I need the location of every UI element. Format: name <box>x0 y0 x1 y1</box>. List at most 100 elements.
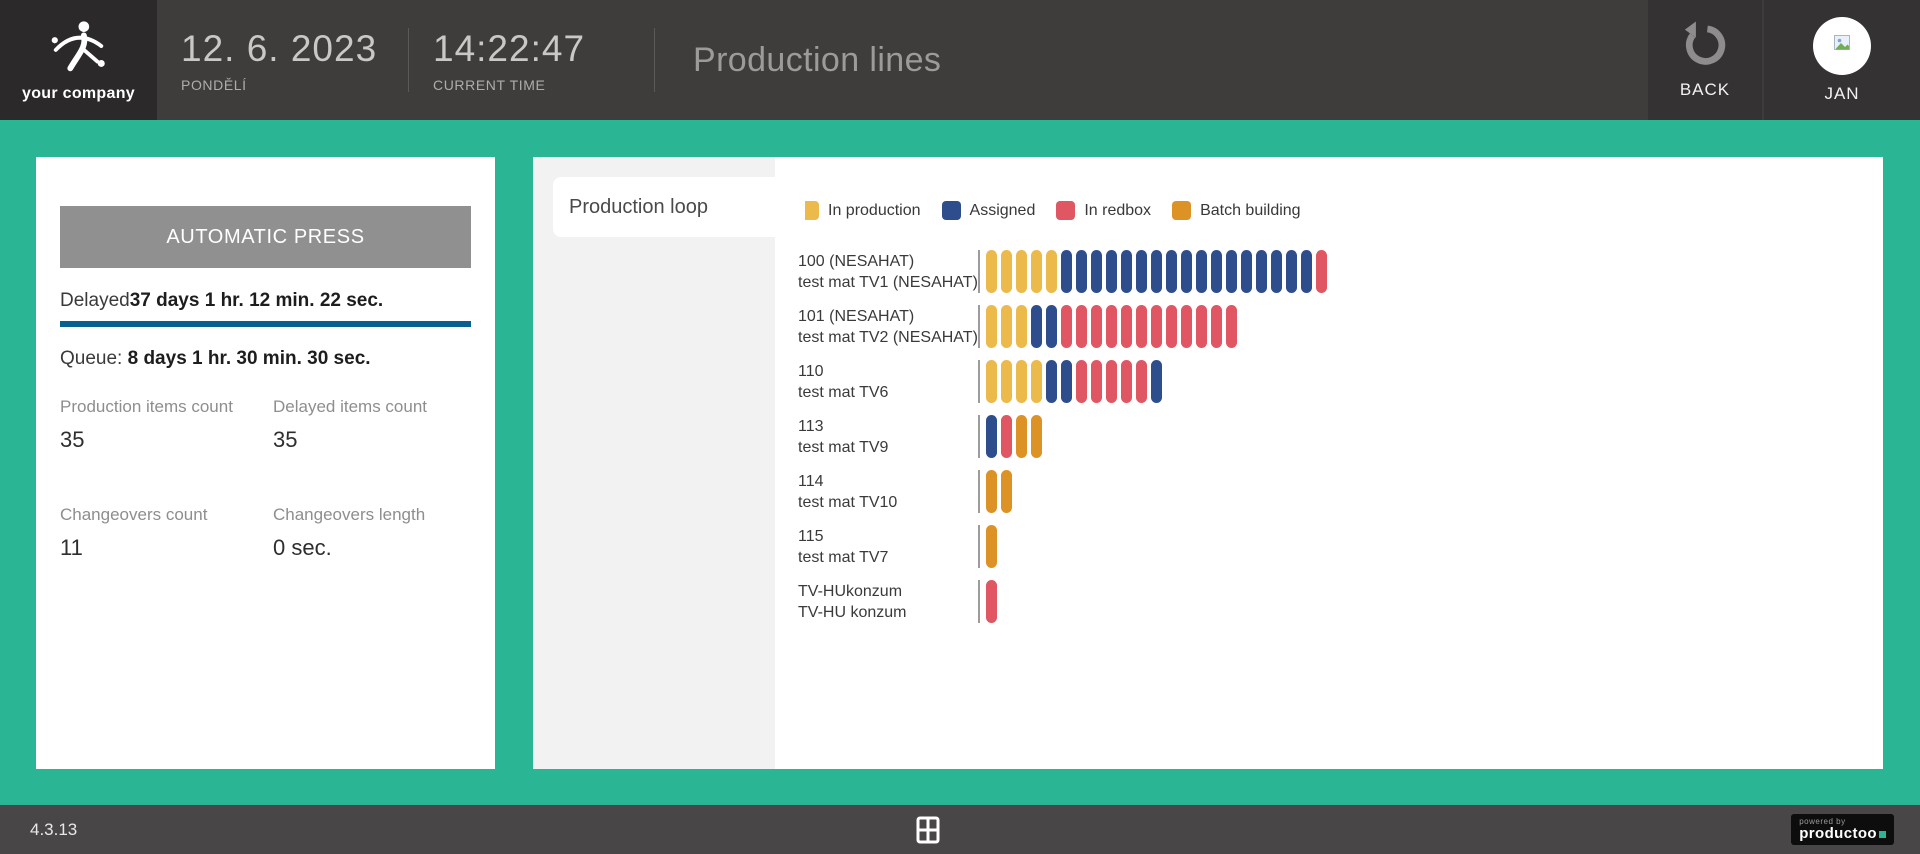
pill-in_production[interactable] <box>986 305 997 348</box>
pill-in_redbox[interactable] <box>1166 305 1177 348</box>
pill-assigned[interactable] <box>1241 250 1252 293</box>
pill-in_redbox[interactable] <box>1151 305 1162 348</box>
pill-in_redbox[interactable] <box>1076 360 1087 403</box>
pill-in_production[interactable] <box>1001 250 1012 293</box>
pill-assigned[interactable] <box>1061 360 1072 403</box>
pill-assigned[interactable] <box>1256 250 1267 293</box>
pill-assigned[interactable] <box>1121 250 1132 293</box>
stat-changeovers-length: Changeovers length 0 sec. <box>273 505 426 560</box>
pill-assigned[interactable] <box>1301 250 1312 293</box>
chart-rows: 100 (NESAHAT) test mat TV1 (NESAHAT) 101 (… <box>798 250 1327 635</box>
pill-in_redbox[interactable] <box>1136 305 1147 348</box>
row-label: 115 test mat TV7 <box>798 525 978 568</box>
machine-button[interactable]: AUTOMATIC PRESS <box>60 206 471 268</box>
row-label: 113 test mat TV9 <box>798 415 978 458</box>
pill-in_redbox[interactable] <box>1091 360 1102 403</box>
pill-assigned[interactable] <box>1181 250 1192 293</box>
queue-value: 8 days 1 hr. 30 min. 30 sec. <box>127 348 371 369</box>
pill-assigned[interactable] <box>1031 305 1042 348</box>
pill-in_redbox[interactable] <box>1106 305 1117 348</box>
production-panel: Production loop In production Assigned In … <box>533 157 1883 769</box>
pill-batch_building[interactable] <box>1016 415 1027 458</box>
pill-in_redbox[interactable] <box>1316 250 1327 293</box>
pill-assigned[interactable] <box>1151 250 1162 293</box>
pill-assigned[interactable] <box>1166 250 1177 293</box>
pill-assigned[interactable] <box>1106 250 1117 293</box>
pill-in_redbox[interactable] <box>1226 305 1237 348</box>
legend-item-in_production: In production <box>800 201 921 220</box>
row-code: 113 <box>798 418 824 435</box>
pill-in_redbox[interactable] <box>1181 305 1192 348</box>
row-label: 114 test mat TV10 <box>798 470 978 513</box>
page-title: Production lines <box>693 40 942 79</box>
pill-assigned[interactable] <box>1091 250 1102 293</box>
pill-assigned[interactable] <box>1136 250 1147 293</box>
powered-by-label: powered by <box>1799 817 1846 826</box>
pill-assigned[interactable] <box>1061 250 1072 293</box>
row-code: 101 (NESAHAT) <box>798 308 915 325</box>
pill-batch_building[interactable] <box>986 525 997 568</box>
stat-production-items: Production items count 35 <box>60 397 233 452</box>
pill-in_redbox[interactable] <box>1001 415 1012 458</box>
pill-assigned[interactable] <box>986 415 997 458</box>
pill-in_production[interactable] <box>1031 250 1042 293</box>
pill-in_production[interactable] <box>986 360 997 403</box>
pill-in_production[interactable] <box>1016 250 1027 293</box>
pill-in_production[interactable] <box>986 250 997 293</box>
pill-in_redbox[interactable] <box>1076 305 1087 348</box>
user-name: JAN <box>1824 83 1860 103</box>
legend-item-assigned: Assigned <box>941 201 1035 220</box>
pill-in_production[interactable] <box>1031 360 1042 403</box>
chart-row: TV-HUkonzum TV-HU konzum <box>798 580 1327 635</box>
grid-window-icon[interactable] <box>916 816 940 849</box>
pill-in_redbox[interactable] <box>1196 305 1207 348</box>
image-placeholder-icon <box>1832 33 1852 58</box>
pill-batch_building[interactable] <box>1031 415 1042 458</box>
pill-assigned[interactable] <box>1286 250 1297 293</box>
pill-in_redbox[interactable] <box>986 580 997 623</box>
pill-in_redbox[interactable] <box>1061 305 1072 348</box>
row-material: test mat TV9 <box>798 439 889 456</box>
pill-assigned[interactable] <box>1226 250 1237 293</box>
pill-assigned[interactable] <box>1151 360 1162 403</box>
user-menu[interactable]: JAN <box>1764 0 1920 120</box>
back-button[interactable]: BACK <box>1648 0 1762 120</box>
pill-in_production[interactable] <box>1016 305 1027 348</box>
stat-delayed-items: Delayed items count 35 <box>273 397 428 452</box>
main-area: AUTOMATIC PRESS Delayed37 days 1 hr. 12 … <box>0 120 1920 805</box>
row-label: 110 test mat TV6 <box>798 360 978 403</box>
pill-assigned[interactable] <box>1076 250 1087 293</box>
legend-label-in_production: In production <box>828 201 921 219</box>
productoo-logo: powered by productoo <box>1791 814 1894 845</box>
legend-swatch-batch_building <box>1172 201 1192 220</box>
pill-in_production[interactable] <box>1046 250 1057 293</box>
pill-assigned[interactable] <box>1046 360 1057 403</box>
pill-in_redbox[interactable] <box>1211 305 1222 348</box>
pill-in_redbox[interactable] <box>1121 360 1132 403</box>
pill-assigned[interactable] <box>1211 250 1222 293</box>
pill-in_redbox[interactable] <box>1091 305 1102 348</box>
pill-assigned[interactable] <box>1046 305 1057 348</box>
legend-item-batch_building: Batch building <box>1172 201 1301 220</box>
legend-item-in_redbox: In redbox <box>1056 201 1151 220</box>
header: your company 12. 6. 2023 PONDĚLÍ 14:22:4… <box>0 0 1920 120</box>
time-value: 14:22:47 <box>433 27 586 69</box>
delayed-line: Delayed37 days 1 hr. 12 min. 22 sec. <box>60 290 471 312</box>
delay-divider <box>60 321 471 327</box>
pill-in_redbox[interactable] <box>1121 305 1132 348</box>
row-label: 101 (NESAHAT) test mat TV2 (NESAHAT) <box>798 305 978 348</box>
pill-in_production[interactable] <box>1016 360 1027 403</box>
legend: In production Assigned In redbox Batch buil… <box>800 201 1301 220</box>
pill-in_redbox[interactable] <box>1106 360 1117 403</box>
pill-in_redbox[interactable] <box>1136 360 1147 403</box>
tab-production-loop[interactable]: Production loop <box>553 177 805 237</box>
row-bars <box>978 580 997 623</box>
row-label: 100 (NESAHAT) test mat TV1 (NESAHAT) <box>798 250 978 293</box>
pill-batch_building[interactable] <box>986 470 997 513</box>
pill-assigned[interactable] <box>1196 250 1207 293</box>
header-separator <box>408 28 409 92</box>
pill-in_production[interactable] <box>1001 305 1012 348</box>
pill-in_production[interactable] <box>1001 360 1012 403</box>
pill-batch_building[interactable] <box>1001 470 1012 513</box>
pill-assigned[interactable] <box>1271 250 1282 293</box>
